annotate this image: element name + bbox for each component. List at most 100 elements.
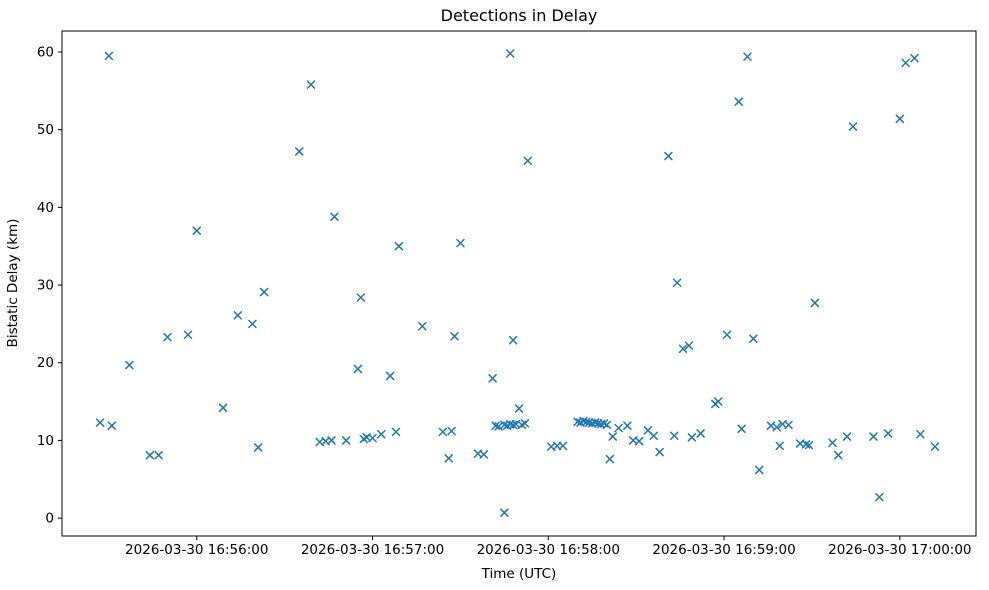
plot-area (61, 30, 977, 537)
data-point-marker (418, 321, 427, 331)
data-point-marker (910, 53, 919, 63)
data-point-marker (614, 423, 623, 433)
data-point-marker (848, 122, 858, 131)
data-point-marker (438, 427, 448, 437)
y-tick-label: 10 (37, 433, 54, 449)
x-tick-label: 2026-03-30 16:57:00 (301, 542, 444, 558)
data-point-marker (163, 332, 172, 342)
data-point-marker (784, 420, 793, 430)
data-point-marker (368, 433, 377, 443)
data-point-marker (218, 403, 228, 413)
data-point-marker (145, 450, 155, 460)
data-point-marker (734, 97, 743, 106)
data-point-marker (391, 427, 401, 437)
data-point-marker (385, 371, 395, 381)
data-point-marker (930, 442, 940, 451)
data-point-marker (834, 450, 843, 460)
data-point-marker (655, 447, 664, 457)
data-point-marker (353, 364, 363, 374)
data-point-marker (804, 440, 814, 450)
data-point-marker (456, 238, 465, 248)
data-point-marker (558, 441, 568, 451)
data-point-marker (634, 436, 644, 446)
data-point-marker (869, 432, 878, 441)
data-point-marker (125, 360, 134, 370)
data-point-marker (772, 422, 782, 432)
data-point-marker (356, 293, 366, 302)
data-point-marker (514, 404, 524, 413)
data-point-marker (672, 278, 682, 287)
data-point-marker (259, 287, 269, 297)
data-point-marker (394, 241, 404, 251)
data-point-marker (875, 492, 884, 502)
data-point-marker (107, 421, 117, 430)
data-point-marker (450, 332, 459, 341)
data-point-marker (330, 212, 339, 221)
y-tick-label: 30 (37, 278, 54, 294)
data-point-marker (895, 114, 905, 124)
data-point-marker (505, 49, 515, 58)
y-tick-label: 0 (45, 511, 54, 527)
data-point-marker (104, 51, 114, 61)
data-point-marker (754, 465, 764, 475)
data-point-marker (447, 426, 456, 436)
data-point-marker (649, 431, 659, 441)
data-point-marker (828, 438, 837, 448)
data-point-marker (183, 330, 193, 340)
data-point-marker (605, 454, 615, 464)
data-point-marker (916, 429, 925, 439)
data-point-marker (248, 319, 257, 329)
data-point-marker (479, 450, 489, 459)
data-point-marker (901, 58, 910, 68)
x-tick-label: 2026-03-30 16:56:00 (125, 542, 268, 558)
data-point-marker (810, 298, 820, 308)
y-tick-label: 50 (37, 122, 54, 138)
data-point-marker (842, 432, 852, 441)
x-axis: 2026-03-30 16:56:00 2026-03-30 16:57:00 20… (125, 536, 972, 558)
data-point-marker (508, 335, 518, 345)
data-point-marker (664, 151, 673, 161)
data-point-marker (608, 432, 617, 441)
data-point-marker (737, 424, 746, 434)
data-point-marker (500, 508, 509, 517)
data-point-marker (341, 436, 351, 445)
data-point-marker (670, 431, 679, 441)
data-point-marker (743, 52, 752, 61)
data-point-marker (749, 334, 758, 343)
data-point-marker (552, 441, 562, 451)
data-point-marker (520, 419, 530, 428)
data-point-marker (713, 397, 723, 406)
data-point-marker (883, 429, 893, 438)
data-point-marker (306, 80, 316, 89)
x-tick-label: 2026-03-30 17:00:00 (828, 542, 971, 558)
data-point-marker (623, 421, 632, 430)
data-point-marker (95, 418, 105, 427)
x-tick-label: 2026-03-30 16:59:00 (652, 542, 795, 558)
data-point-marker (154, 450, 163, 460)
data-point-marker (687, 433, 697, 442)
x-tick-label: 2026-03-30 16:58:00 (477, 542, 620, 558)
data-point-marker (192, 226, 202, 235)
y-axis: 0 10 20 30 40 50 60 (37, 44, 62, 527)
y-tick-label: 60 (37, 44, 54, 60)
chart-title: Detections in Delay (441, 6, 598, 25)
data-point-marker (254, 443, 263, 452)
y-axis-label: Bistatic Delay (km) (5, 219, 21, 348)
data-point-marker (523, 156, 533, 165)
data-point-marker (722, 330, 732, 340)
data-point-marker (377, 429, 386, 439)
data-point-marker (233, 311, 243, 320)
data-point-marker (602, 420, 612, 430)
x-axis-label: Time (UTC) (481, 566, 557, 582)
y-tick-label: 20 (37, 355, 54, 371)
data-point-marker (775, 441, 784, 451)
data-point-marker (444, 454, 453, 463)
data-point-marker (488, 374, 497, 383)
data-point-marker (684, 341, 694, 350)
data-point-marker (696, 429, 705, 438)
y-tick-label: 40 (37, 200, 54, 216)
data-point-marker (678, 344, 688, 354)
data-point-marker (295, 147, 304, 156)
